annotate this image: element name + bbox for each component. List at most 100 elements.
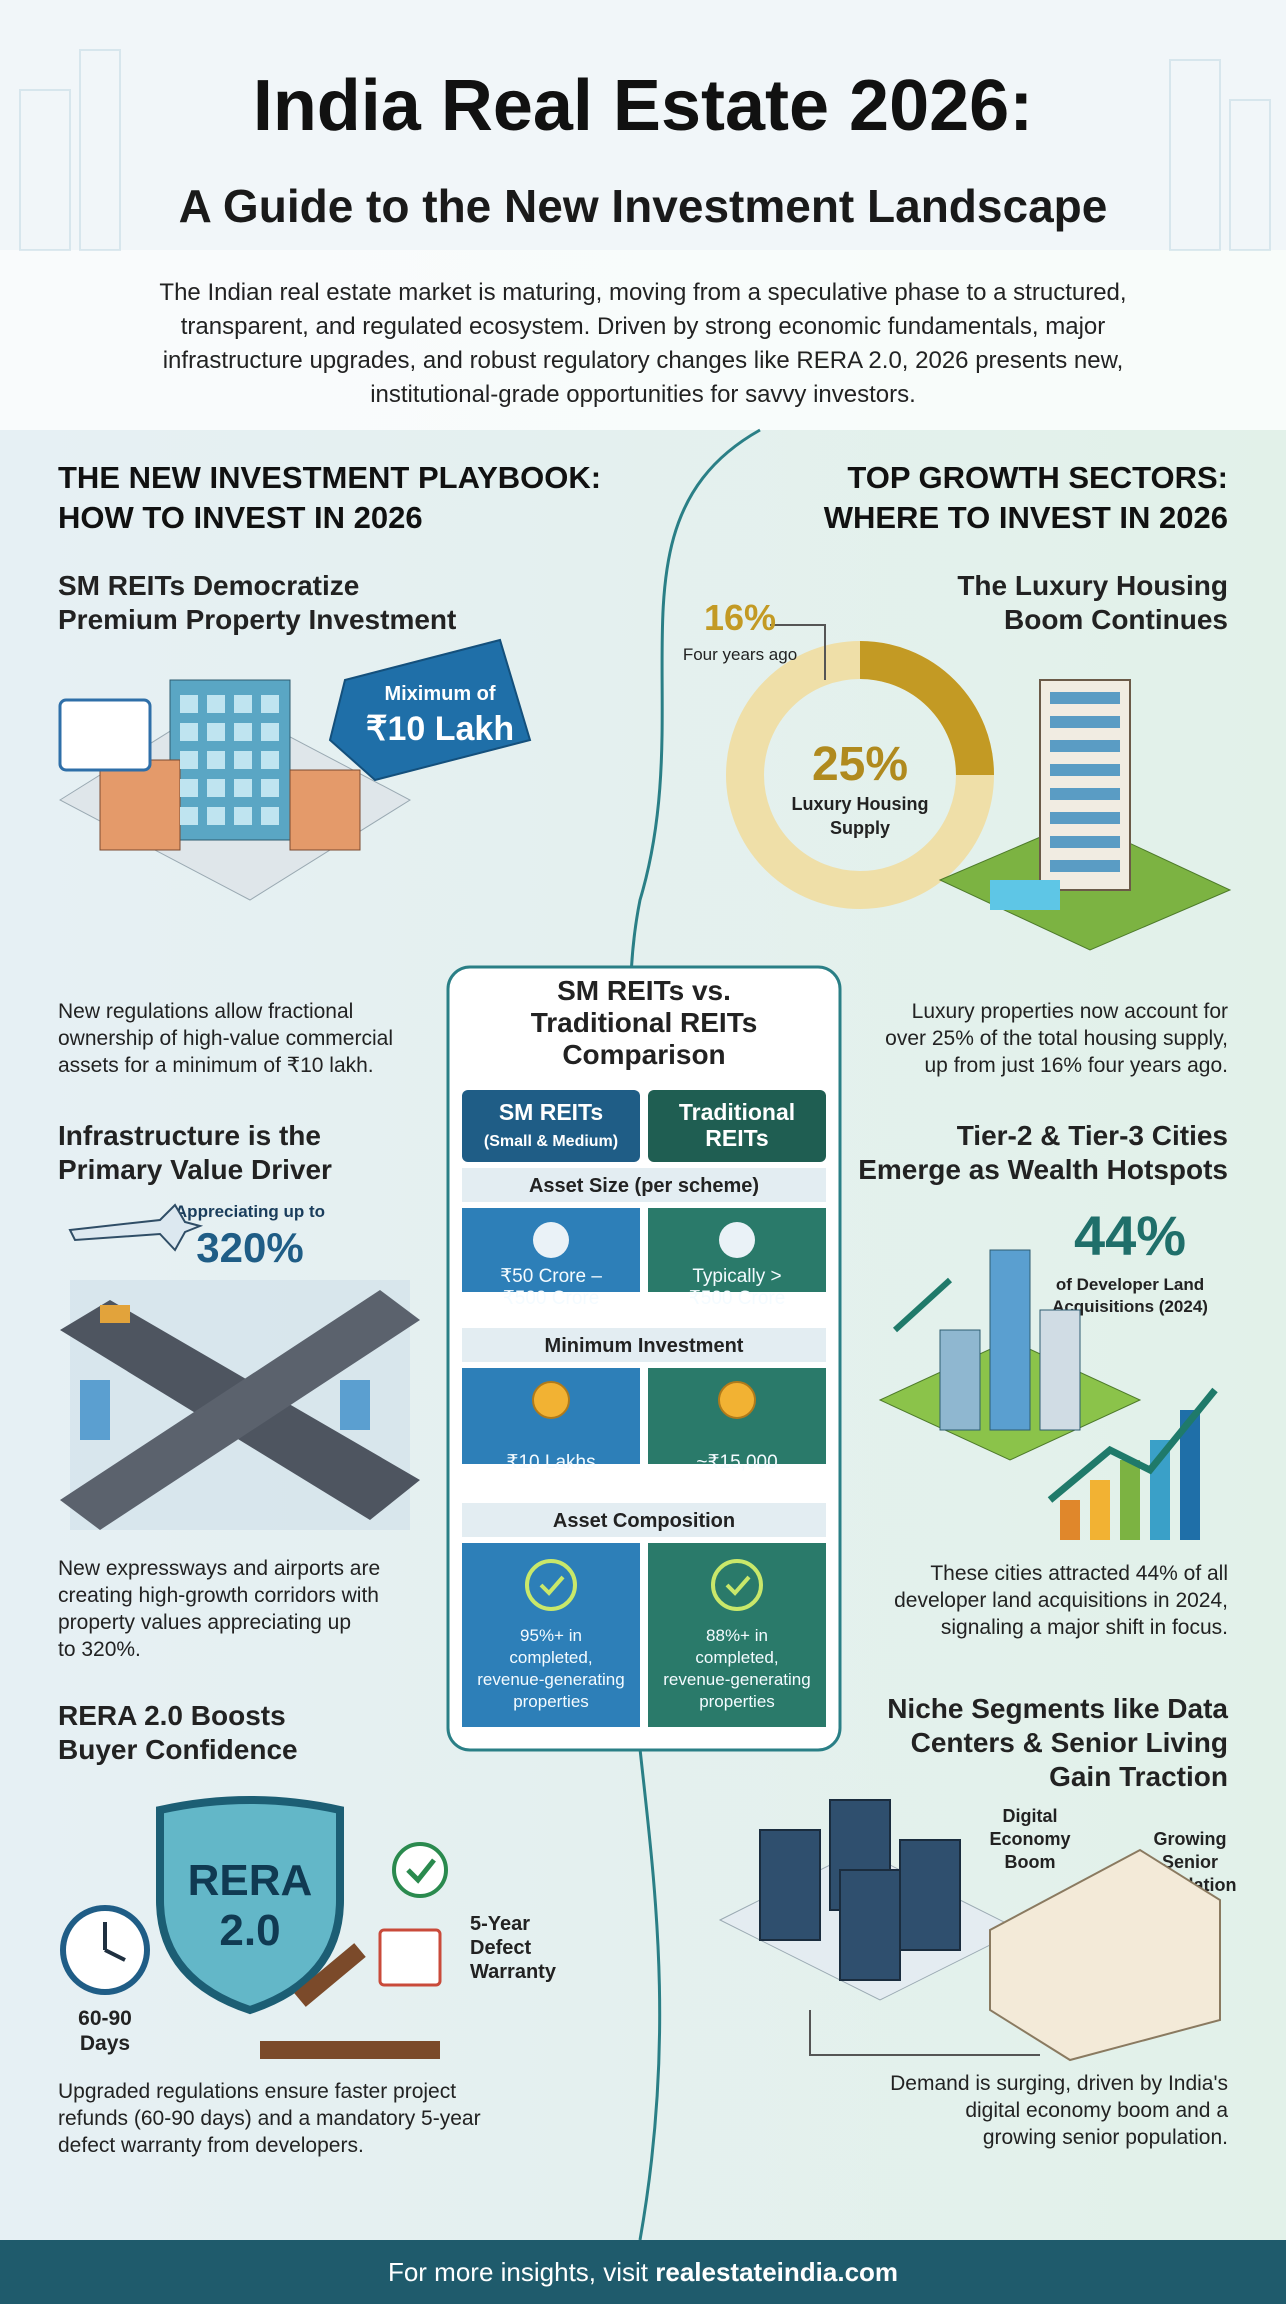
intro-line: institutional-grade opportunities for sa… — [370, 381, 916, 408]
section-text: developer land acquisitions in 2024, — [894, 1589, 1228, 1612]
section-text: New expressways and airports are — [58, 1557, 380, 1580]
section-title: Gain Traction — [1049, 1761, 1228, 1792]
cell-text: 95%+ in — [520, 1626, 582, 1645]
window — [180, 807, 198, 825]
window — [1050, 836, 1120, 848]
check-badge — [392, 1842, 448, 1898]
cell-text: ₹50 Crore – — [500, 1266, 602, 1287]
window — [261, 723, 279, 741]
stat-caption: of Developer Land — [1056, 1275, 1204, 1294]
icon — [533, 1222, 569, 1258]
icon — [719, 1222, 755, 1258]
check — [539, 1575, 565, 1596]
window — [261, 779, 279, 797]
label: Boom — [1005, 1852, 1056, 1872]
stat-caption: Luxury Housing — [791, 794, 928, 814]
window — [207, 807, 225, 825]
callout: Appreciating up to — [175, 1202, 325, 1221]
footer: For more insights, visit realestateindia… — [388, 2257, 898, 2287]
server — [759, 1829, 821, 1941]
days: Days — [80, 2032, 130, 2055]
section-title: Premium Property Investment — [58, 604, 456, 635]
section-text: Luxury properties now account for — [912, 1000, 1228, 1023]
cell-text: completed, — [695, 1648, 778, 1667]
label: Senior — [1162, 1852, 1218, 1872]
bar-icon — [1090, 1480, 1110, 1540]
screen — [58, 698, 152, 772]
section-text: creating high-growth corridors with — [58, 1584, 379, 1607]
cell — [648, 1543, 826, 1727]
section-title: Niche Segments like Data — [887, 1693, 1228, 1724]
label: Growing — [1154, 1829, 1227, 1849]
window — [261, 751, 279, 769]
icon — [532, 1381, 570, 1419]
column-header-text: Traditional — [679, 1099, 795, 1125]
bar-icon — [1120, 1460, 1140, 1540]
senior-room — [989, 1848, 1221, 2062]
icon — [718, 1381, 756, 1419]
tag-text: ₹10 Lakh — [366, 710, 514, 748]
window — [1050, 788, 1120, 800]
column-header-text: REITs — [705, 1125, 768, 1151]
road — [60, 1290, 420, 1530]
window — [207, 751, 225, 769]
left-heading: THE NEW INVESTMENT PLAYBOOK: — [58, 460, 601, 495]
server — [899, 1839, 961, 1951]
footer-band — [0, 2240, 1286, 2304]
section-title: Emerge as Wealth Hotspots — [858, 1154, 1228, 1185]
building — [340, 1380, 370, 1430]
cell-text: ₹500 Crore — [503, 1288, 600, 1309]
window — [207, 723, 225, 741]
window — [1050, 860, 1120, 872]
footer-link: realestateindia.com — [655, 2257, 898, 2287]
label: Digital — [1002, 1806, 1057, 1826]
section-title: Boom Continues — [1004, 604, 1228, 635]
window — [261, 807, 279, 825]
shield-text: 2.0 — [219, 1906, 280, 1955]
window — [207, 779, 225, 797]
comparison-title: Comparison — [562, 1039, 725, 1070]
check-badge — [525, 1559, 577, 1611]
window — [207, 695, 225, 713]
window — [234, 751, 252, 769]
cell-text: ₹10 Lakhs — [506, 1452, 595, 1473]
cell-text: 88%+ in — [706, 1626, 768, 1645]
building — [80, 1380, 110, 1440]
header-band — [0, 0, 1286, 250]
section-text: Demand is surging, driven by India's — [890, 2072, 1228, 2095]
column-header — [648, 1090, 826, 1162]
airplane — [68, 1203, 204, 1252]
window — [234, 807, 252, 825]
section-text: growing senior population. — [983, 2126, 1228, 2149]
window — [234, 695, 252, 713]
stat: 44% — [1074, 1204, 1186, 1267]
stat: 25% — [812, 738, 908, 791]
section-title: SM REITs Democratize — [58, 570, 359, 601]
tower — [939, 1329, 981, 1431]
tower — [1039, 1309, 1081, 1431]
clock-hands — [103, 1922, 126, 1962]
cell-text: ~₹15,000 — [696, 1452, 777, 1473]
title: India Real Estate 2026: — [253, 66, 1033, 146]
warranty: Defect — [470, 1937, 531, 1959]
subtitle: A Guide to the New Investment Landscape — [179, 180, 1108, 232]
donut-arc — [859, 641, 994, 776]
intro-band — [0, 250, 1286, 430]
section-text: Upgraded regulations ensure faster proje… — [58, 2080, 456, 2103]
window — [180, 695, 198, 713]
section-text: refunds (60-90 days) and a mandatory 5-y… — [58, 2107, 481, 2130]
skyline — [19, 49, 1271, 251]
comparison-title: Traditional REITs — [531, 1007, 758, 1038]
window — [261, 695, 279, 713]
shield-text: RERA — [188, 1856, 313, 1905]
check — [406, 1858, 436, 1884]
left-heading: HOW TO INVEST IN 2026 — [58, 500, 423, 535]
warranty: 5-Year — [470, 1913, 530, 1935]
stat-caption: Acquisitions (2024) — [1052, 1297, 1208, 1316]
check-badge — [711, 1559, 763, 1611]
gavel — [260, 1943, 440, 2059]
window — [1050, 716, 1120, 728]
tag-text: Miximum of — [384, 683, 495, 705]
window — [1050, 740, 1120, 752]
